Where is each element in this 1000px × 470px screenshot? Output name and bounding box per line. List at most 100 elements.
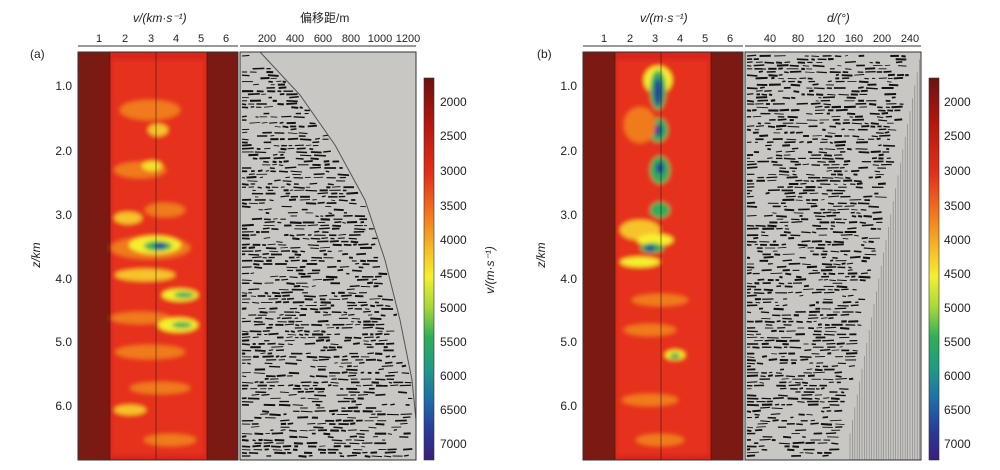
seismic-trace [331, 199, 336, 202]
colorbar-tick: 3000 [944, 164, 971, 178]
seismic-trace [310, 237, 321, 240]
seismic-trace [254, 432, 264, 436]
seismic-trace [265, 247, 277, 250]
seismic-trace [746, 87, 758, 90]
seismic-trace [339, 266, 350, 268]
seismic-trace [746, 403, 759, 407]
seismic-trace [289, 96, 299, 99]
seismic-trace [822, 96, 835, 99]
seismic-trace [843, 183, 847, 186]
seismic-trace [753, 236, 759, 240]
seismic-trace [333, 426, 343, 429]
seismic-trace [332, 224, 342, 227]
seismic-trace [323, 150, 331, 153]
seismic-trace [241, 375, 247, 378]
seismic-trace [289, 198, 297, 201]
seismic-trace [835, 108, 848, 112]
seismic-trace [823, 333, 835, 336]
seismic-trace [810, 180, 815, 183]
seismic-trace [816, 326, 823, 329]
tick-label: 200 [258, 33, 276, 45]
seismic-trace [259, 311, 268, 314]
seismic-trace [401, 364, 407, 368]
seismic-trace [771, 76, 775, 80]
colorbar-tick: 3500 [944, 199, 971, 213]
seismic-trace [799, 294, 804, 297]
seismic-trace [815, 105, 823, 108]
seismic-trace [767, 179, 777, 182]
colorbar-tick: 5500 [440, 335, 467, 349]
seismic-trace [861, 259, 867, 263]
tick-label: 5 [198, 33, 204, 45]
seismic-trace [264, 106, 274, 108]
seismic-trace [764, 61, 775, 64]
seismic-trace [852, 349, 858, 352]
seismic-trace [314, 137, 320, 140]
seismic-trace [292, 237, 300, 241]
seismic-trace [771, 407, 783, 410]
seismic-trace [241, 438, 249, 442]
seismic-trace [857, 215, 863, 218]
seismic-trace [757, 122, 762, 125]
tick-label: 3 [652, 33, 658, 45]
seismic-trace [752, 409, 761, 413]
seismic-trace [898, 65, 907, 67]
seismic-trace [782, 96, 791, 100]
seismic-trace [321, 195, 326, 198]
seismic-trace [811, 231, 817, 234]
seismic-trace [833, 263, 841, 266]
seismic-trace [777, 246, 787, 249]
seismic-trace [870, 122, 879, 125]
seismic-trace [296, 234, 305, 236]
seismic-trace [778, 282, 785, 285]
seismic-trace [278, 164, 284, 167]
seismic-trace [241, 205, 251, 208]
panel-a-gather-image [239, 51, 417, 461]
seismic-trace [746, 166, 758, 169]
seismic-trace [802, 263, 811, 266]
seismic-trace [400, 422, 408, 425]
seismic-trace [302, 237, 310, 240]
seismic-trace [247, 362, 251, 365]
seismic-trace [887, 129, 897, 131]
seismic-trace [370, 304, 376, 308]
tick-label: 6 [727, 33, 733, 45]
seismic-trace [883, 70, 892, 73]
seismic-trace [785, 272, 792, 276]
seismic-trace [253, 259, 264, 263]
seismic-trace [806, 202, 817, 205]
seismic-trace [338, 452, 343, 455]
seismic-trace [298, 436, 308, 439]
seismic-trace [357, 393, 368, 396]
panel-b-velocity-title: v/(m·s⁻¹) [640, 11, 688, 25]
seismic-trace [800, 358, 809, 361]
seismic-trace [822, 406, 830, 409]
seismic-trace [276, 241, 283, 243]
seismic-trace [264, 291, 269, 295]
tick-label: 6.0 [55, 399, 72, 413]
seismic-trace [345, 323, 353, 326]
seismic-trace [820, 387, 825, 390]
seismic-trace [314, 230, 320, 233]
seismic-trace [766, 176, 778, 179]
seismic-trace [846, 343, 858, 345]
seismic-trace [385, 355, 391, 358]
seismic-trace [241, 74, 250, 77]
seismic-trace [746, 394, 757, 397]
seismic-trace [375, 378, 386, 381]
seismic-trace [798, 246, 806, 249]
seismic-trace [746, 451, 759, 454]
seismic-trace [835, 221, 846, 224]
seismic-trace [286, 102, 298, 105]
seismic-trace [850, 202, 857, 205]
seismic-trace [822, 378, 834, 381]
seismic-trace [816, 71, 827, 74]
seismic-trace [241, 330, 249, 333]
seismic-trace [828, 272, 836, 276]
seismic-trace [263, 160, 269, 163]
seismic-trace [752, 115, 762, 118]
seismic-trace [341, 297, 348, 300]
seismic-trace [746, 205, 758, 208]
seismic-trace [754, 429, 763, 432]
seismic-trace [746, 362, 755, 365]
